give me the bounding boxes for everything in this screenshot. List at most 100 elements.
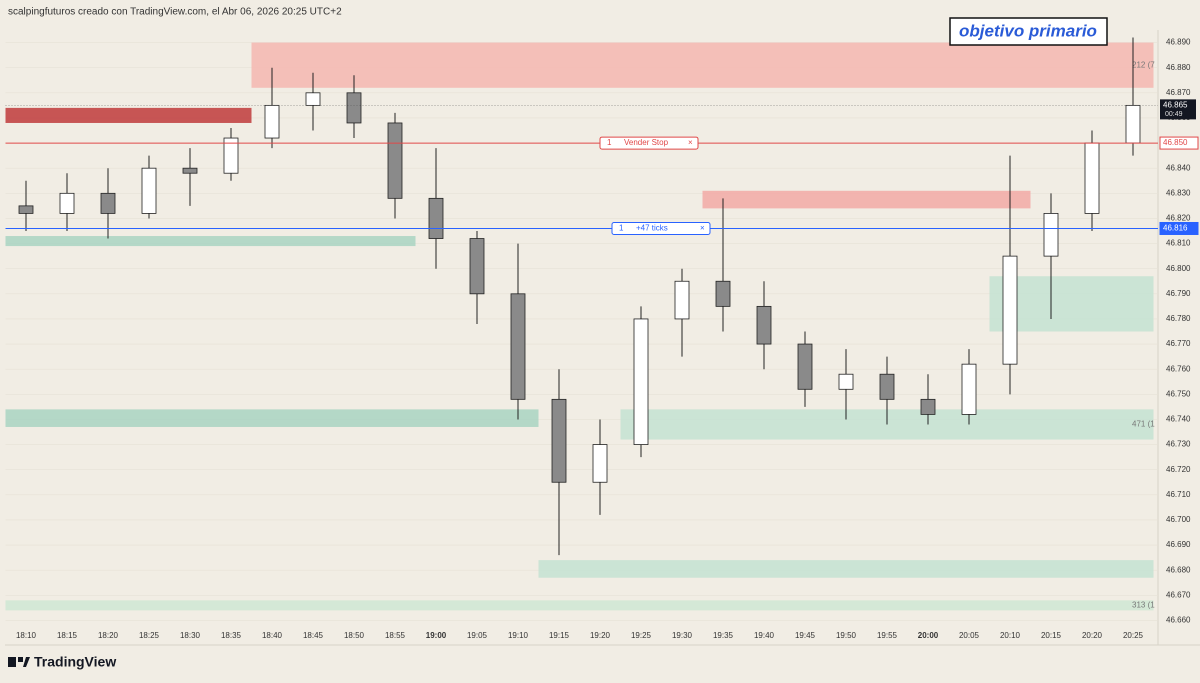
order-qty: 1 bbox=[607, 138, 612, 147]
zone bbox=[702, 190, 1031, 209]
y-tick-label: 46.760 bbox=[1166, 364, 1191, 373]
x-tick-label: 18:15 bbox=[57, 631, 78, 640]
zone bbox=[538, 560, 1154, 578]
x-tick-label: 20:15 bbox=[1041, 631, 1062, 640]
countdown: 00:49 bbox=[1165, 111, 1183, 118]
y-tick-label: 46.670 bbox=[1166, 590, 1191, 599]
candle-body bbox=[141, 167, 157, 214]
x-tick-label: 18:45 bbox=[303, 631, 324, 640]
x-tick-label: 18:50 bbox=[344, 631, 365, 640]
price-tag bbox=[1159, 221, 1199, 235]
candle-body bbox=[469, 238, 485, 295]
candle-body bbox=[510, 293, 526, 400]
brand: TradingView bbox=[34, 654, 116, 670]
candle-body bbox=[674, 280, 690, 320]
candle-body bbox=[797, 343, 813, 390]
y-tick-label: 46.710 bbox=[1166, 490, 1191, 499]
x-tick-label: 20:05 bbox=[959, 631, 980, 640]
x-tick-label: 19:35 bbox=[713, 631, 734, 640]
last-price-label: 46.865 bbox=[1163, 100, 1188, 109]
candle-body bbox=[551, 398, 567, 483]
annotation-box bbox=[949, 17, 1108, 46]
y-tick-label: 46.790 bbox=[1166, 289, 1191, 298]
zone-label: 471 (1 bbox=[1132, 420, 1155, 429]
candle-body bbox=[1002, 255, 1018, 365]
zone bbox=[5, 107, 252, 123]
x-tick-label: 20:00 bbox=[918, 631, 939, 640]
y-tick-label: 46.840 bbox=[1166, 163, 1191, 172]
candle-body bbox=[18, 205, 34, 214]
y-tick-label: 46.890 bbox=[1166, 38, 1191, 47]
candle-body bbox=[920, 398, 936, 415]
x-tick-label: 18:55 bbox=[385, 631, 406, 640]
chart-title: scalpingfuturos creado con TradingView.c… bbox=[8, 7, 342, 18]
y-tick-label: 46.830 bbox=[1166, 188, 1191, 197]
order-text: Vender Stop bbox=[624, 138, 669, 147]
y-tick-label: 46.820 bbox=[1166, 214, 1191, 223]
price-tag bbox=[1159, 136, 1199, 150]
x-tick-label: 19:25 bbox=[631, 631, 652, 640]
candle-body bbox=[1125, 104, 1141, 144]
y-tick-label: 46.740 bbox=[1166, 415, 1191, 424]
price-tag-label: 46.816 bbox=[1163, 224, 1188, 233]
x-tick-label: 19:40 bbox=[754, 631, 775, 640]
candle-body bbox=[182, 167, 198, 174]
y-tick-label: 46.810 bbox=[1166, 239, 1191, 248]
order-text: +47 ticks bbox=[636, 224, 668, 233]
y-tick-label: 46.660 bbox=[1166, 616, 1191, 625]
candle-body bbox=[223, 137, 239, 174]
zone-label: 313 (1 bbox=[1132, 600, 1155, 609]
candle-body bbox=[715, 280, 731, 307]
x-tick-label: 19:45 bbox=[795, 631, 816, 640]
y-tick-label: 46.770 bbox=[1166, 339, 1191, 348]
candle-body bbox=[387, 122, 403, 199]
x-tick-label: 20:10 bbox=[1000, 631, 1021, 640]
y-tick-label: 46.750 bbox=[1166, 389, 1191, 398]
x-tick-label: 19:55 bbox=[877, 631, 898, 640]
zone bbox=[251, 42, 1154, 88]
candle-body bbox=[633, 318, 649, 445]
candle-body bbox=[879, 373, 895, 400]
candle-body bbox=[592, 444, 608, 483]
candle-body bbox=[961, 363, 977, 415]
x-tick-label: 18:35 bbox=[221, 631, 242, 640]
candle-body bbox=[428, 197, 444, 239]
y-tick-label: 46.880 bbox=[1166, 63, 1191, 72]
candle-body bbox=[59, 192, 75, 214]
y-tick-label: 46.800 bbox=[1166, 264, 1191, 273]
x-tick-label: 18:40 bbox=[262, 631, 283, 640]
x-tick-label: 19:05 bbox=[467, 631, 488, 640]
zone-label: 212 (7 bbox=[1132, 60, 1155, 69]
y-tick-label: 46.690 bbox=[1166, 540, 1191, 549]
candle-body bbox=[1084, 142, 1100, 214]
x-tick-label: 18:20 bbox=[98, 631, 119, 640]
order-close: × bbox=[688, 138, 693, 147]
brand-logo bbox=[8, 657, 30, 667]
x-tick-label: 18:30 bbox=[180, 631, 201, 640]
candle-body bbox=[264, 104, 280, 139]
order-close: × bbox=[700, 224, 705, 233]
y-tick-label: 46.780 bbox=[1166, 314, 1191, 323]
zone bbox=[5, 600, 1154, 611]
x-tick-label: 18:10 bbox=[16, 631, 37, 640]
last-price-tag bbox=[1160, 99, 1196, 120]
order-qty: 1 bbox=[619, 224, 624, 233]
x-tick-label: 19:20 bbox=[590, 631, 611, 640]
x-tick-label: 20:25 bbox=[1123, 631, 1144, 640]
x-tick-label: 19:00 bbox=[426, 631, 447, 640]
x-tick-label: 20:20 bbox=[1082, 631, 1103, 640]
x-tick-label: 19:50 bbox=[836, 631, 857, 640]
x-tick-label: 19:30 bbox=[672, 631, 693, 640]
candle-body bbox=[838, 373, 854, 390]
zone bbox=[5, 409, 539, 427]
price-tag-label: 46.850 bbox=[1163, 138, 1188, 147]
y-tick-label: 46.700 bbox=[1166, 515, 1191, 524]
zone bbox=[5, 236, 416, 247]
y-tick-label: 46.730 bbox=[1166, 440, 1191, 449]
order-tag bbox=[611, 221, 711, 235]
order-tag bbox=[599, 136, 699, 150]
x-tick-label: 19:10 bbox=[508, 631, 529, 640]
candle-body bbox=[346, 92, 362, 124]
